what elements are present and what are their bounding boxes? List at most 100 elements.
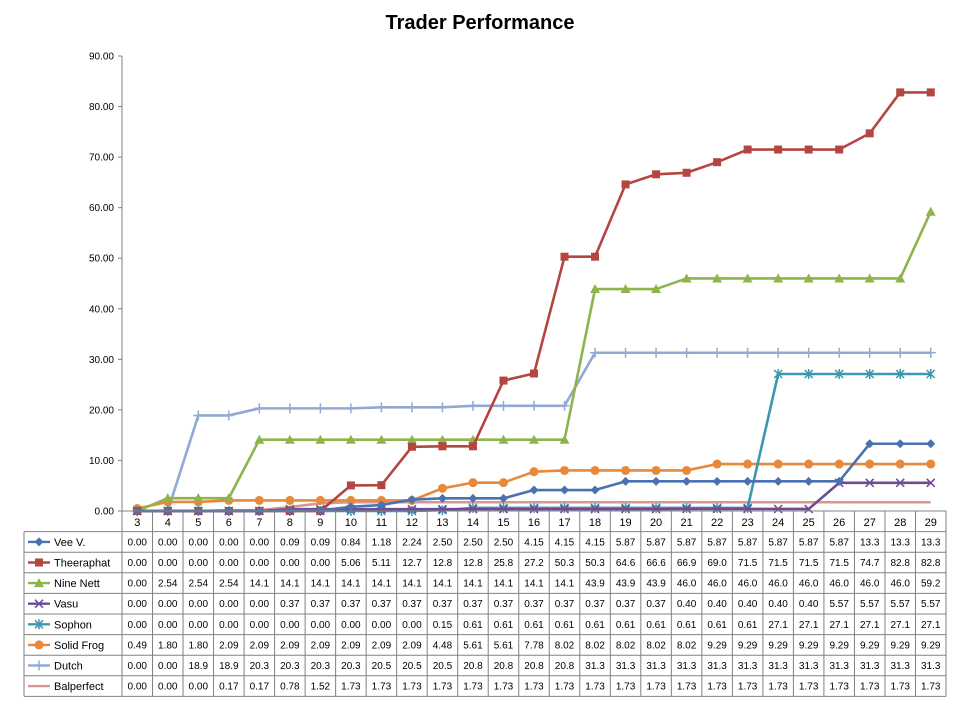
table-cell: 0.00 bbox=[128, 620, 148, 631]
data-point bbox=[742, 273, 753, 283]
table-cell: 20.3 bbox=[341, 661, 361, 672]
table-cell: 4.15 bbox=[585, 537, 605, 548]
table-cell: 5.87 bbox=[738, 537, 758, 548]
table-cell: 27.2 bbox=[524, 558, 544, 569]
data-point bbox=[406, 434, 417, 444]
data-point bbox=[803, 347, 814, 358]
table-cell: 1.80 bbox=[158, 640, 178, 651]
table-cell: 2.09 bbox=[280, 640, 300, 651]
data-point bbox=[285, 495, 295, 505]
x-tick-label: 16 bbox=[528, 517, 540, 529]
table-row: Sophon 0.00 0.00 0.00 0.00 0.00 0.00 0.00 0.00 0.… bbox=[28, 619, 941, 631]
data-point bbox=[193, 410, 204, 421]
x-tick-label: 13 bbox=[436, 517, 448, 529]
y-tick-label: 50.00 bbox=[89, 254, 114, 265]
table-cell: 1.73 bbox=[555, 682, 575, 693]
data-point bbox=[345, 403, 356, 414]
table-cell: 0.00 bbox=[128, 682, 148, 693]
data-point bbox=[682, 504, 692, 514]
table-cell: 8.02 bbox=[677, 640, 697, 651]
table-cell: 1.73 bbox=[463, 682, 483, 693]
table-cell: 5.87 bbox=[829, 537, 849, 548]
table-cell: 0.00 bbox=[158, 558, 178, 569]
table-cell: 12.7 bbox=[402, 558, 422, 569]
data-point bbox=[437, 402, 448, 413]
series-layer bbox=[132, 88, 936, 516]
table-cell: 8.02 bbox=[555, 640, 575, 651]
data-point bbox=[712, 347, 723, 358]
data-point bbox=[865, 129, 874, 138]
data-point bbox=[835, 145, 844, 154]
table-cell: 9.29 bbox=[768, 640, 788, 651]
table-cell: 20.3 bbox=[311, 661, 331, 672]
data-point bbox=[834, 459, 844, 469]
x-tick-label: 29 bbox=[925, 517, 937, 529]
table-cell: 0.00 bbox=[250, 599, 270, 610]
table-cell: 31.3 bbox=[860, 661, 880, 672]
table-cell: 8.02 bbox=[585, 640, 605, 651]
table-cell: 31.3 bbox=[768, 661, 788, 672]
table-cell: 1.52 bbox=[311, 682, 331, 693]
table-cell: 0.37 bbox=[494, 599, 514, 610]
data-point bbox=[407, 504, 417, 514]
table-cell: 20.8 bbox=[463, 661, 483, 672]
table-cell: 0.37 bbox=[646, 599, 666, 610]
data-point bbox=[254, 495, 264, 505]
table-cell: 9.29 bbox=[707, 640, 727, 651]
data-point bbox=[590, 504, 600, 514]
data-point bbox=[437, 483, 447, 493]
table-cell: 0.00 bbox=[189, 620, 209, 631]
data-point bbox=[620, 284, 631, 294]
table-cell: 5.87 bbox=[646, 537, 666, 548]
table-cell: 1.73 bbox=[799, 682, 819, 693]
table-cell: 2.50 bbox=[433, 537, 453, 548]
table-cell: 2.50 bbox=[494, 537, 514, 548]
table-cell: 13.3 bbox=[890, 537, 910, 548]
table-cell: 4.15 bbox=[524, 537, 544, 548]
table-cell: 9.29 bbox=[860, 640, 880, 651]
table-cell: 27.1 bbox=[890, 620, 910, 631]
data-point bbox=[864, 347, 875, 358]
x-tick-label: 9 bbox=[317, 517, 323, 529]
table-cell: 0.00 bbox=[128, 599, 148, 610]
data-point bbox=[254, 403, 265, 414]
table-cell: 0.40 bbox=[707, 599, 727, 610]
data-point bbox=[468, 442, 477, 451]
data-point bbox=[499, 376, 508, 385]
table-cell: 27.1 bbox=[829, 620, 849, 631]
y-tick-label: 10.00 bbox=[89, 456, 114, 467]
data-point bbox=[529, 467, 539, 477]
data-point bbox=[865, 459, 875, 469]
data-point bbox=[345, 434, 356, 444]
table-cell: 0.78 bbox=[280, 682, 300, 693]
data-point bbox=[773, 368, 783, 379]
table-cell: 4.48 bbox=[433, 640, 453, 651]
data-point bbox=[468, 478, 478, 488]
table-cell: 0.37 bbox=[311, 599, 331, 610]
table-cell: 0.00 bbox=[189, 537, 209, 548]
table-cell: 2.09 bbox=[402, 640, 422, 651]
table-cell: 31.3 bbox=[646, 661, 666, 672]
table-cell: 2.54 bbox=[219, 579, 239, 590]
x-tick-label: 10 bbox=[345, 517, 357, 529]
table-cell: 7.78 bbox=[524, 640, 544, 651]
table-cell: 0.00 bbox=[402, 620, 422, 631]
table-cell: 20.5 bbox=[402, 661, 422, 672]
data-point bbox=[743, 476, 753, 486]
data-point bbox=[34, 619, 44, 630]
table-cell: 14.1 bbox=[311, 579, 331, 590]
x-tick-label: 24 bbox=[772, 517, 784, 529]
data-point bbox=[560, 485, 570, 495]
table-cell: 0.40 bbox=[799, 599, 819, 610]
table-cell: 0.00 bbox=[250, 558, 270, 569]
table-cell: 66.9 bbox=[677, 558, 697, 569]
data-point bbox=[34, 578, 44, 588]
table-cell: 0.61 bbox=[555, 620, 575, 631]
x-tick-label: 15 bbox=[497, 517, 509, 529]
table-cell: 0.00 bbox=[128, 558, 148, 569]
table-cell: 13.3 bbox=[860, 537, 880, 548]
table-cell: 0.37 bbox=[402, 599, 422, 610]
table-cell: 0.40 bbox=[677, 599, 697, 610]
data-point bbox=[712, 476, 722, 486]
data-point bbox=[284, 434, 295, 444]
